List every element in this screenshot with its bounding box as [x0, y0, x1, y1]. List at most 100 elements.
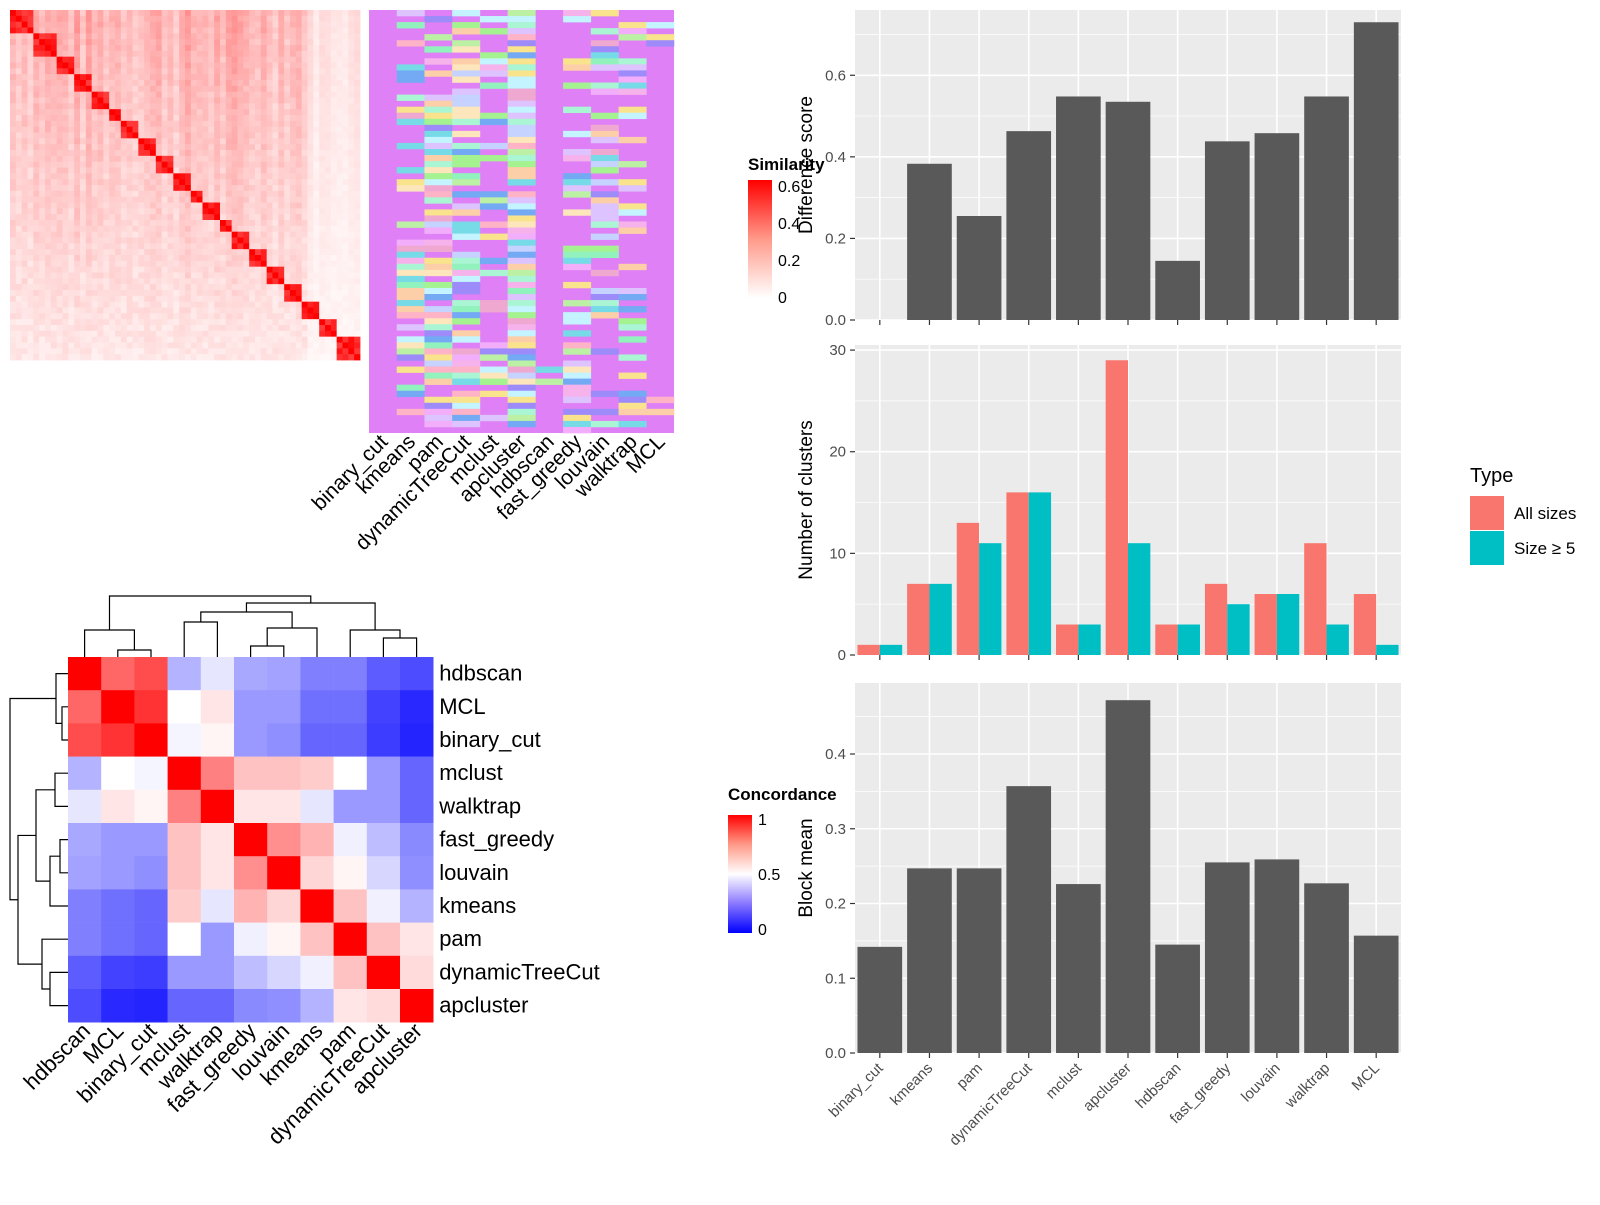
similarity-cell	[138, 202, 145, 209]
similarity-cell	[348, 196, 355, 203]
similarity-cell	[10, 185, 17, 192]
similarity-cell	[155, 74, 163, 81]
similarity-cell	[173, 68, 180, 75]
cluster-cell	[563, 209, 592, 216]
x-tick-label: walktrap	[1281, 1060, 1333, 1112]
similarity-cell	[301, 173, 308, 180]
similarity-cell	[202, 144, 209, 151]
similarity-cell	[15, 45, 23, 52]
cluster-cell	[507, 420, 536, 428]
similarity-cell	[27, 155, 34, 163]
similarity-cell	[33, 196, 40, 203]
similarity-cell	[21, 336, 28, 343]
similarity-cell	[313, 185, 320, 192]
similarity-cell	[80, 144, 87, 151]
bar	[1177, 624, 1200, 655]
similarity-cell	[260, 225, 268, 233]
similarity-cell	[336, 243, 343, 250]
similarity-cell	[284, 179, 291, 186]
similarity-cell	[91, 91, 98, 98]
similarity-cell	[167, 97, 174, 104]
similarity-cell	[15, 354, 23, 361]
similarity-cell	[74, 33, 81, 40]
similarity-cell	[120, 319, 128, 326]
similarity-cell	[167, 91, 174, 98]
similarity-cell	[91, 185, 98, 192]
similarity-cell	[336, 50, 343, 58]
similarity-cell	[208, 68, 215, 75]
similarity-cell	[208, 80, 215, 87]
dendrogram-link	[9, 697, 56, 901]
similarity-cell	[173, 50, 180, 58]
similarity-cell	[313, 342, 320, 349]
similarity-cell	[202, 272, 209, 279]
similarity-cell	[161, 348, 168, 355]
similarity-cell	[272, 196, 279, 203]
similarity-cell	[155, 354, 163, 361]
similarity-cell	[284, 161, 291, 168]
similarity-cell	[185, 167, 192, 174]
similarity-cell	[179, 208, 186, 215]
similarity-cell	[132, 278, 139, 285]
similarity-cell	[161, 278, 168, 285]
similarity-cell	[342, 220, 349, 227]
similarity-cell	[45, 301, 52, 308]
similarity-cell	[260, 260, 268, 268]
similarity-cell	[138, 208, 145, 215]
similarity-cell	[208, 39, 215, 46]
cluster-cell	[396, 10, 425, 17]
similarity-cell	[330, 103, 338, 110]
similarity-cell	[62, 50, 69, 58]
similarity-cell	[10, 330, 17, 338]
similarity-cell	[301, 167, 308, 174]
similarity-cell	[325, 301, 332, 308]
similarity-cell	[15, 155, 23, 163]
cluster-cell	[479, 70, 508, 77]
similarity-cell	[97, 354, 104, 361]
similarity-cell	[185, 348, 192, 355]
similarity-cell	[50, 138, 58, 145]
similarity-cell	[330, 109, 338, 116]
similarity-cell	[243, 278, 250, 285]
similarity-cell	[196, 237, 203, 244]
cluster-cell	[618, 136, 647, 144]
similarity-cell	[85, 27, 93, 34]
similarity-cell	[10, 33, 17, 40]
concordance-row-dendrogram	[9, 673, 68, 1007]
similarity-cell	[120, 91, 128, 98]
cluster-cell	[424, 336, 453, 343]
similarity-cell	[214, 138, 221, 145]
similarity-cell	[45, 202, 52, 209]
concordance-cell	[101, 690, 135, 724]
cluster-cell	[424, 408, 453, 416]
cluster-cell	[563, 378, 592, 385]
similarity-cell	[342, 109, 349, 116]
cluster-cell	[618, 402, 647, 410]
similarity-cell	[91, 115, 98, 122]
similarity-cell	[161, 214, 168, 221]
similarity-cell	[255, 330, 262, 338]
similarity-cell	[301, 354, 308, 361]
similarity-cell	[103, 10, 110, 17]
concordance-cell	[267, 657, 301, 691]
similarity-cell	[190, 132, 198, 139]
similarity-cell	[68, 237, 75, 244]
cluster-cell	[563, 342, 592, 349]
similarity-cell	[290, 190, 297, 198]
similarity-cell	[278, 132, 285, 139]
similarity-cell	[307, 179, 314, 186]
similarity-cell	[144, 167, 151, 174]
similarity-cell	[10, 80, 17, 87]
similarity-cell	[91, 50, 98, 58]
similarity-cell	[202, 260, 209, 268]
similarity-cell	[260, 161, 268, 168]
similarity-cell	[290, 27, 297, 34]
similarity-cell	[354, 319, 361, 326]
similarity-cell	[260, 190, 268, 198]
similarity-cell	[190, 237, 198, 244]
similarity-cell	[39, 91, 46, 98]
similarity-cell	[144, 109, 151, 116]
similarity-cell	[202, 161, 209, 168]
similarity-cell	[68, 307, 75, 314]
